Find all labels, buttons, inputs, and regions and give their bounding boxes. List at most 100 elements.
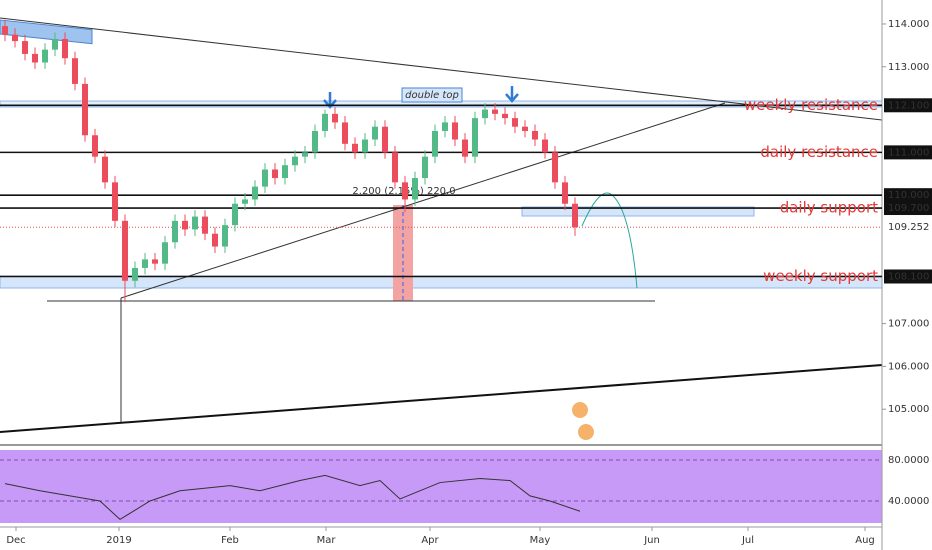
candle-body (492, 109, 498, 114)
x-tick-label: Feb (221, 535, 239, 546)
arrow (505, 86, 519, 103)
level-annotation: daily support (780, 199, 878, 217)
candle-body (172, 220, 178, 243)
candle-body (242, 199, 248, 204)
candle-body (192, 216, 198, 230)
level-annotation: weekly support (763, 267, 878, 285)
candle-body (222, 225, 228, 247)
candle-body (162, 242, 168, 264)
event-icon (578, 424, 594, 440)
candle-body (552, 152, 558, 183)
candle-body (412, 178, 418, 200)
candle-body (332, 113, 338, 123)
candle-body (572, 203, 578, 228)
x-tick-label: Dec (6, 535, 25, 546)
arrow (323, 92, 337, 109)
candle-body (322, 113, 328, 131)
candle-body (352, 143, 358, 153)
candle-body (372, 126, 378, 140)
candle-body (272, 169, 278, 179)
rsi-line (4, 474, 581, 521)
level-label-box (884, 145, 932, 160)
candle-body (262, 169, 268, 187)
candle-body (472, 118, 478, 157)
candle-body (422, 156, 428, 179)
candle-body (132, 267, 138, 281)
candle-body (442, 122, 448, 131)
candle-body (92, 135, 98, 157)
level-label: 109.700 (888, 203, 929, 214)
candle-body (382, 126, 388, 153)
candle-body (362, 139, 368, 153)
last-price-box (884, 220, 932, 235)
candle-body (392, 152, 398, 183)
candle-body (312, 130, 318, 153)
label-box (401, 87, 463, 103)
candle-body (82, 83, 88, 136)
candle-body (232, 203, 238, 226)
candle-body (252, 186, 258, 200)
x-tick-label: Mar (317, 535, 337, 546)
level-label: 110.000 (888, 190, 929, 201)
level-label: 111.000 (888, 147, 929, 158)
y-tick-label: 113.000 (888, 62, 929, 73)
x-tick-label: Jun (643, 535, 660, 546)
rsi-tick-label: 40.0000 (888, 496, 929, 507)
y-tick-label: 106.000 (888, 361, 929, 372)
candle-body (212, 233, 218, 247)
candle-body (112, 182, 118, 221)
candle-body (32, 53, 38, 63)
y-tick-label: 114.000 (888, 19, 929, 30)
level-label-box (884, 188, 932, 203)
candle-body (292, 156, 298, 166)
zone (521, 206, 755, 217)
rsi-tick-label: 80.0000 (888, 455, 929, 466)
level-annotation: daily resistance (760, 143, 878, 161)
x-tick-label: 2019 (106, 535, 131, 546)
candle-body (142, 259, 148, 268)
candle-body (402, 182, 408, 200)
main-pane (0, 0, 882, 443)
candle-body (42, 49, 48, 63)
trend-line (0, 364, 883, 433)
x-tick-label: Jul (741, 535, 754, 546)
zone (0, 19, 93, 45)
candle-body (62, 38, 68, 59)
y-tick-label: 107.000 (888, 319, 929, 330)
candle-body (122, 220, 128, 281)
candle-body (452, 122, 458, 140)
pattern-label: double top (405, 90, 459, 101)
candle-body (522, 126, 528, 131)
candle-body (542, 139, 548, 153)
level-annotation: weekly resistance (744, 96, 878, 114)
candle-body (12, 34, 18, 42)
y-tick-label: 105.000 (888, 404, 929, 415)
trend-line (120, 102, 726, 299)
candle-body (432, 130, 438, 157)
candle-body (502, 113, 508, 119)
candle-body (72, 58, 78, 84)
candle-body (202, 216, 208, 234)
candle-body (282, 165, 288, 179)
candle-body (2, 26, 8, 35)
level-label-box (884, 201, 932, 216)
candle-body (482, 109, 488, 119)
level-label-box (884, 98, 932, 113)
candle-body (342, 122, 348, 144)
level-label: 112.100 (888, 100, 929, 111)
candle-body (22, 41, 28, 54)
candle-body (152, 259, 158, 264)
level-label: 108.100 (888, 272, 929, 283)
candle-body (52, 38, 58, 50)
candle-body (302, 152, 308, 157)
x-tick-label: Aug (855, 535, 875, 546)
event-icon (572, 402, 588, 418)
candle-body (102, 156, 108, 183)
candle-body (182, 220, 188, 230)
x-tick-label: May (530, 535, 551, 546)
level-label-box (884, 269, 932, 284)
trend-line (0, 17, 883, 121)
candle-body (512, 118, 518, 127)
rsi-pane (0, 450, 882, 523)
